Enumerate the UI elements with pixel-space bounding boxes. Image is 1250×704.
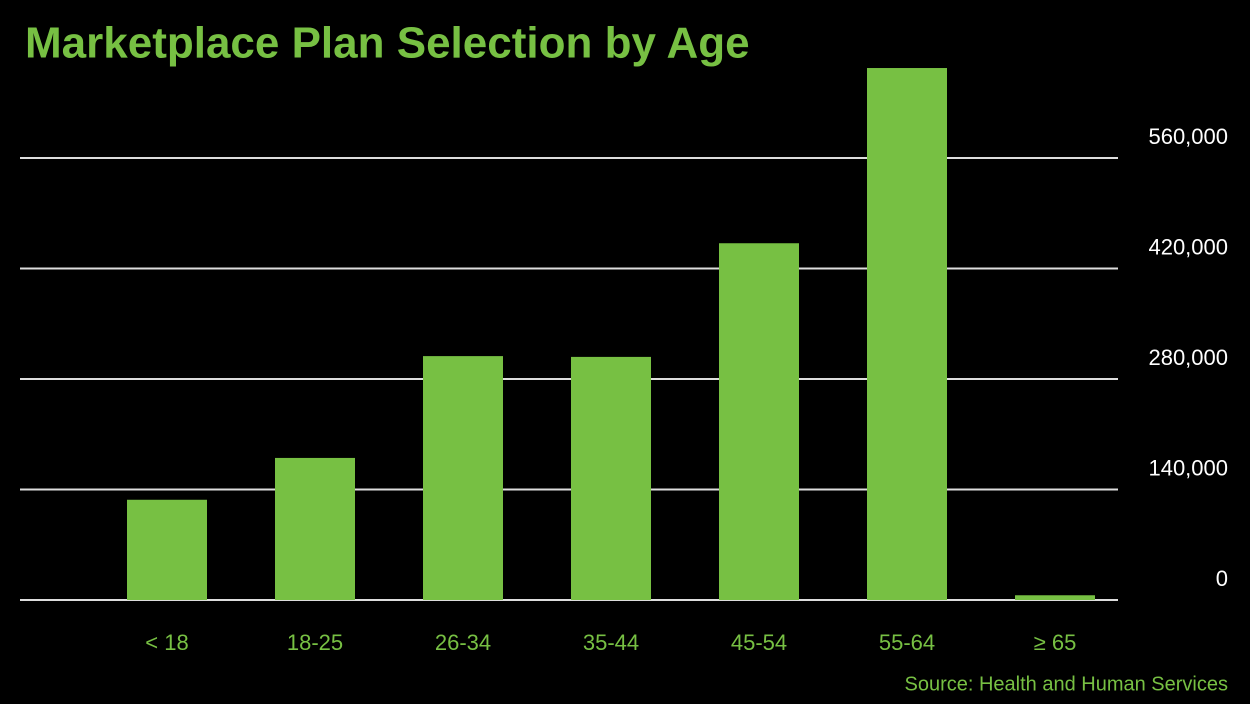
bar	[275, 457, 355, 600]
x-tick-label: 26-34	[435, 630, 491, 655]
chart-title: Marketplace Plan Selection by Age	[25, 19, 750, 68]
x-tick-label: 35-44	[583, 630, 639, 655]
y-tick-label: 0	[1216, 566, 1228, 591]
source-note: Source: Health and Human Services	[905, 673, 1229, 695]
x-tick-label: ≥ 65	[1034, 630, 1077, 655]
y-tick-label: 420,000	[1148, 234, 1228, 259]
y-tick-label: 280,000	[1148, 345, 1228, 370]
y-tick-label: 140,000	[1148, 455, 1228, 480]
x-tick-label: < 18	[145, 630, 188, 655]
x-tick-label: 18-25	[287, 630, 343, 655]
bar	[127, 499, 207, 600]
y-tick-label: 560,000	[1148, 124, 1228, 149]
bar	[719, 243, 799, 600]
x-tick-label: 55-64	[879, 630, 935, 655]
bar	[867, 68, 947, 601]
bar	[571, 356, 651, 600]
bar	[423, 356, 503, 600]
x-tick-label: 45-54	[731, 630, 787, 655]
bar	[1015, 595, 1095, 600]
